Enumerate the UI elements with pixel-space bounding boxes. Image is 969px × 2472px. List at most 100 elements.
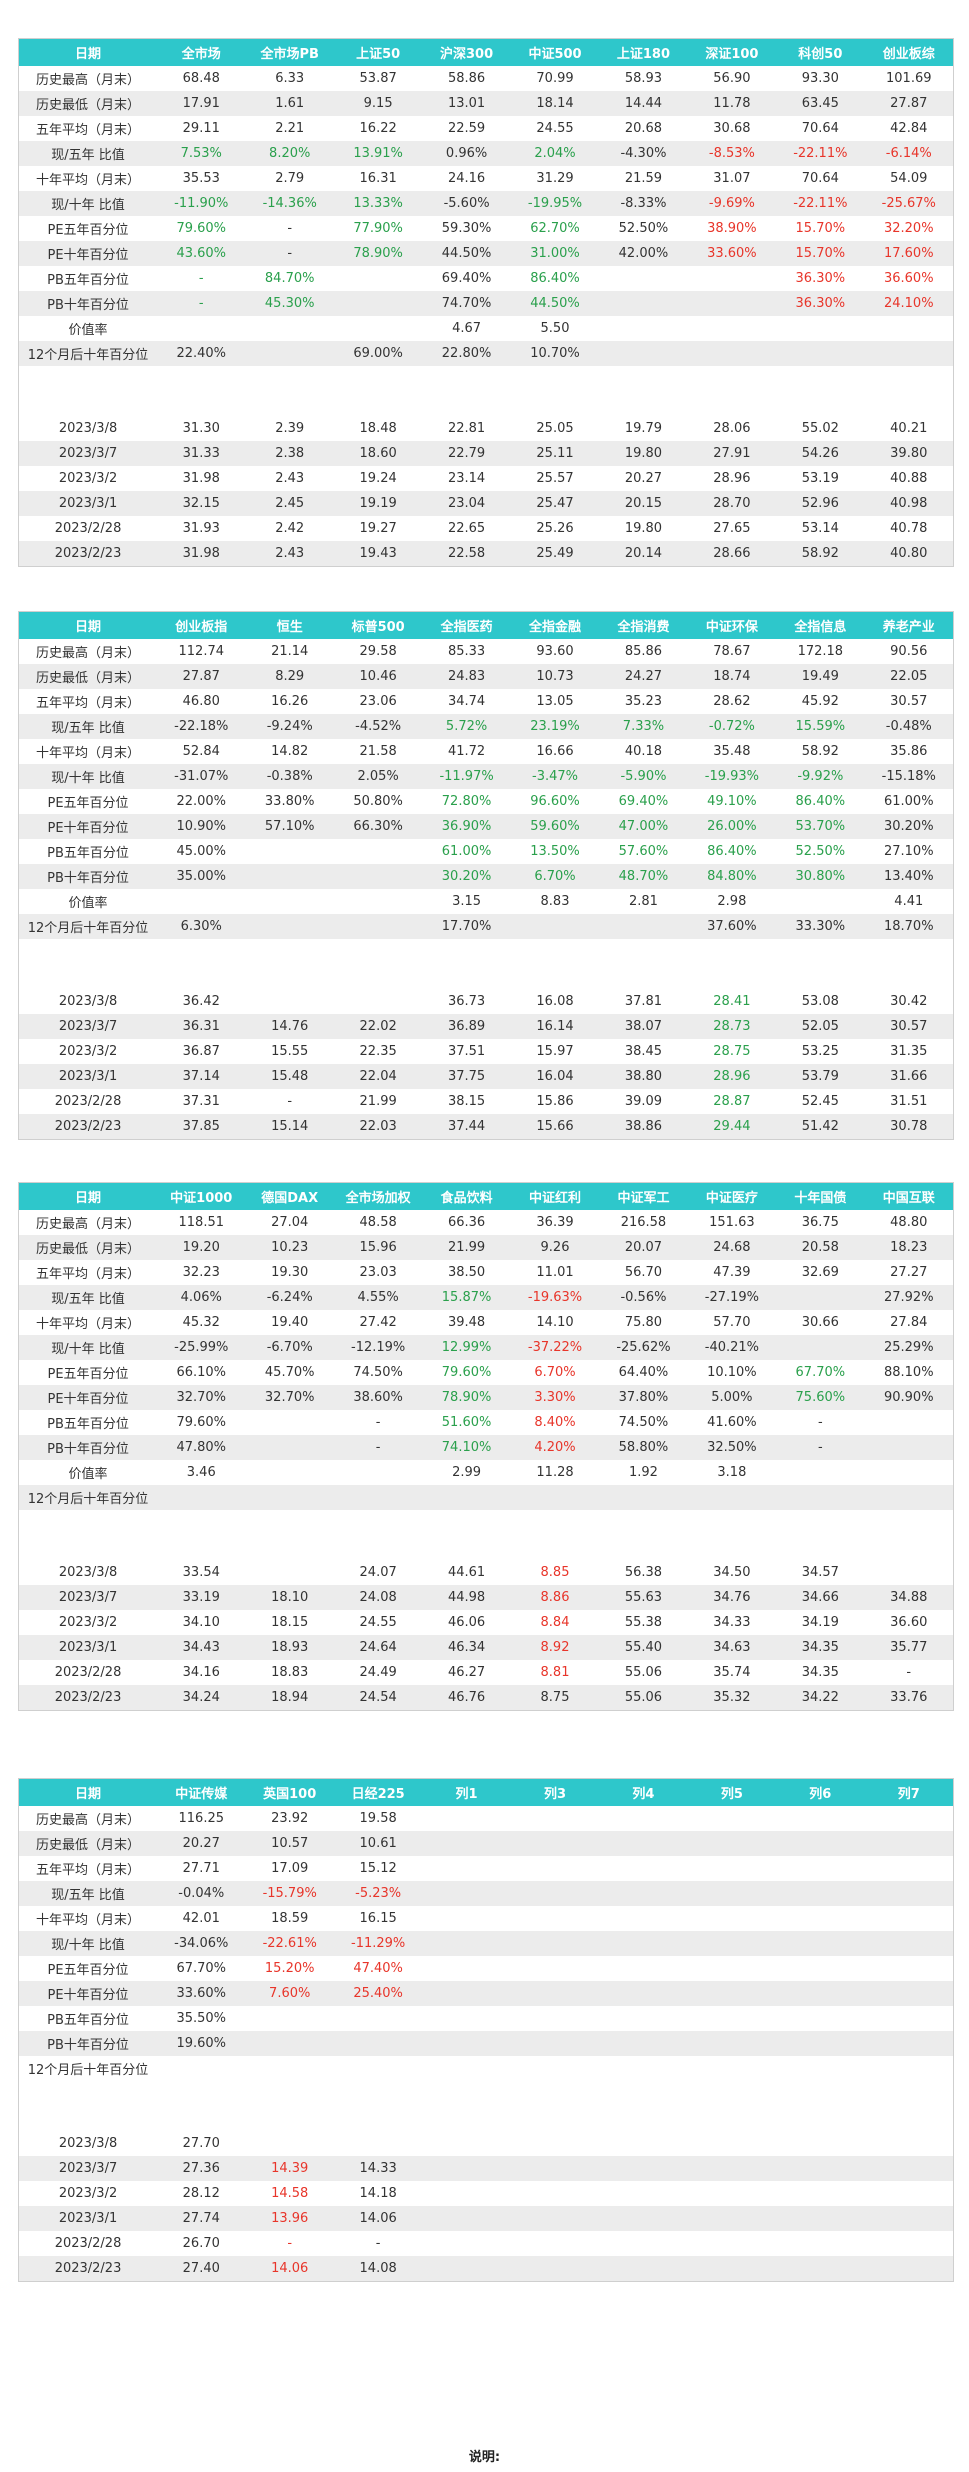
column-header[interactable]: 英国100 — [245, 1779, 334, 1806]
column-header[interactable]: 养老产业 — [864, 612, 953, 639]
table-cell: 18.14 — [510, 91, 600, 116]
table-cell — [422, 2131, 510, 2156]
table-cell: 23.19% — [510, 714, 600, 739]
column-header[interactable]: 上证180 — [599, 39, 688, 66]
table-cell: 38.80 — [599, 1064, 688, 1089]
column-header[interactable]: 全指金融 — [510, 612, 600, 639]
table-cell — [245, 2006, 333, 2031]
column-header[interactable]: 中证传媒 — [157, 1779, 246, 1806]
table-cell: 32.50% — [687, 1435, 777, 1460]
table-cell: 34.57 — [801, 1565, 839, 1580]
table-cell — [687, 2206, 777, 2231]
table-cell: 46.06 — [447, 1615, 486, 1630]
column-header[interactable]: 食品饮料 — [422, 1183, 511, 1210]
table-row: 五年平均（月末） 46.80 16.26 23.06 34.74 13.05 35.23 28… — [19, 689, 953, 714]
table-cell: 15.66 — [510, 1114, 600, 1139]
table-cell: 27.10% — [883, 844, 934, 859]
column-header[interactable]: 上证50 — [333, 39, 423, 66]
table-cell: -22.11% — [776, 191, 865, 216]
column-header[interactable]: 中证环保 — [687, 612, 777, 639]
column-header[interactable]: 全市场加权 — [333, 1183, 423, 1210]
table-cell: -14.36% — [245, 191, 334, 216]
column-header[interactable]: 深证100 — [687, 39, 777, 66]
column-header[interactable]: 创业板综 — [864, 39, 953, 66]
table-cell: 19.58 — [359, 1811, 397, 1826]
table-cell: 27.27 — [890, 1265, 928, 1280]
data-table: 日期 中证传媒 英国100 日经225 列1 列3 列4 列5 列6 列7 历史最高（月末） 116.… — [19, 1779, 953, 2281]
table-cell: -0.04% — [157, 1881, 246, 1906]
column-header[interactable]: 列5 — [687, 1779, 777, 1806]
table-cell: 27.36 — [157, 2156, 246, 2181]
table-cell: 19.80 — [599, 441, 688, 466]
column-header[interactable]: 中证1000 — [157, 1183, 246, 1210]
column-header[interactable]: 十年国债 — [776, 1183, 865, 1210]
table-cell — [687, 2256, 777, 2281]
table-cell: - — [333, 1435, 423, 1460]
column-header[interactable]: 日期 — [19, 1183, 158, 1210]
table-cell — [688, 2056, 776, 2081]
table-cell: 16.26 — [271, 694, 309, 709]
table-cell — [687, 1485, 777, 1510]
row-label: 2023/3/7 — [19, 2156, 158, 2181]
table-cell: 59.60% — [510, 814, 600, 839]
column-header[interactable]: 德国DAX — [245, 1183, 334, 1210]
column-header[interactable]: 中证军工 — [599, 1183, 688, 1210]
column-header[interactable]: 列4 — [599, 1779, 688, 1806]
column-header[interactable]: 日期 — [19, 1779, 158, 1806]
table-cell: 30.20% — [864, 814, 953, 839]
table-cell — [245, 1435, 334, 1460]
column-header[interactable]: 中证500 — [510, 39, 600, 66]
table-cell: -25.67% — [864, 191, 953, 216]
table-cell: 70.64 — [801, 171, 839, 186]
table-cell: -27.19% — [687, 1285, 777, 1310]
column-header[interactable]: 恒生 — [245, 612, 334, 639]
column-header[interactable]: 日期 — [19, 612, 158, 639]
table-row: 2023/3/1 34.43 18.93 24.64 46.34 8.92 55.40 34.… — [19, 1635, 953, 1660]
column-header[interactable]: 全市场 — [157, 39, 246, 66]
column-header[interactable]: 中证医疗 — [687, 1183, 777, 1210]
row-label: 2023/2/28 — [54, 1665, 122, 1680]
table-cell: 2.45 — [245, 491, 334, 516]
column-header[interactable]: 沪深300 — [422, 39, 511, 66]
column-header[interactable]: 全市场PB — [245, 39, 334, 66]
table-row: 历史最高（月末） 116.25 23.92 19.58 — [19, 1806, 953, 1831]
table-cell — [511, 2006, 599, 2031]
row-label: 2023/3/2 — [58, 2186, 118, 2201]
column-header[interactable]: 列1 — [422, 1779, 511, 1806]
table-cell — [510, 2156, 600, 2181]
column-header[interactable]: 全指医药 — [422, 612, 511, 639]
table-cell: 78.90% — [333, 241, 423, 266]
column-header[interactable]: 列3 — [510, 1779, 600, 1806]
table-cell: 19.49 — [776, 664, 865, 689]
table-cell: 31.98 — [182, 471, 220, 486]
column-header[interactable]: 中国互联 — [864, 1183, 953, 1210]
column-header[interactable]: 科创50 — [776, 39, 865, 66]
table-cell: 151.63 — [709, 1215, 755, 1230]
column-header[interactable]: 日经225 — [333, 1779, 423, 1806]
table-cell: -19.63% — [510, 1285, 600, 1310]
row-label: 现/五年 比值 — [19, 1881, 158, 1906]
table-cell: 24.27 — [599, 664, 688, 689]
column-header[interactable]: 中证红利 — [510, 1183, 600, 1210]
column-header[interactable]: 列7 — [864, 1779, 953, 1806]
table-cell: 78.90% — [422, 1385, 511, 1410]
spacer-cell — [19, 2106, 953, 2131]
table-row: PB十年百分位 19.60% — [19, 2031, 953, 2056]
table-cell — [422, 1956, 510, 1981]
table-cell: 24.68 — [687, 1235, 777, 1260]
column-header[interactable]: 全指消费 — [599, 612, 688, 639]
column-header[interactable]: 全指信息 — [776, 612, 865, 639]
table-cell: 33.60% — [687, 241, 777, 266]
table-row: 2023/2/28 34.16 18.83 24.49 46.27 8.81 55.06 35… — [19, 1660, 953, 1685]
table-cell — [157, 316, 245, 341]
table-cell — [599, 914, 688, 939]
column-header[interactable]: 标普500 — [333, 612, 423, 639]
column-header[interactable]: 日期 — [19, 39, 158, 66]
table-cell: 52.05 — [776, 1014, 865, 1039]
column-header[interactable]: 创业板指 — [157, 612, 246, 639]
table-cell: 78.67 — [713, 644, 751, 659]
table-cell: 10.46 — [333, 664, 423, 689]
table-cell: 30.57 — [864, 1014, 953, 1039]
column-header[interactable]: 列6 — [776, 1779, 865, 1806]
table-cell: 16.66 — [536, 744, 574, 759]
